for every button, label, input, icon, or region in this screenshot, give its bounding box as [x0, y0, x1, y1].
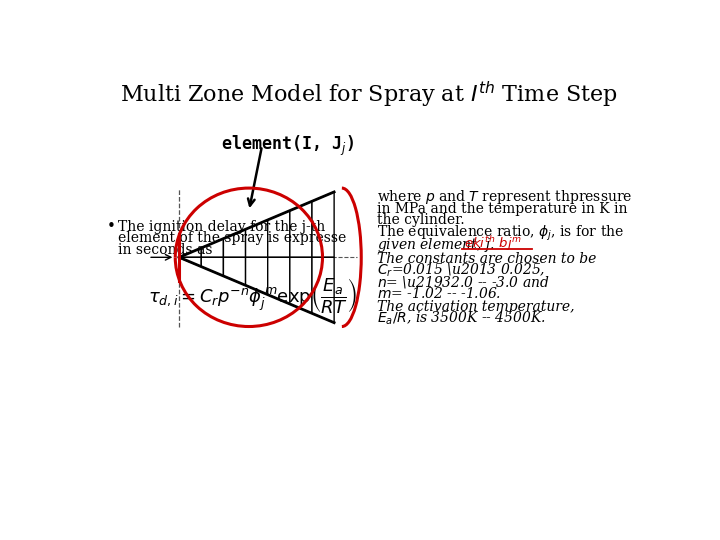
Polygon shape	[246, 257, 268, 295]
Polygon shape	[290, 257, 312, 313]
Text: The activation temperature,: The activation temperature,	[377, 300, 575, 314]
Polygon shape	[179, 248, 202, 257]
Text: element(I, J$_j$): element(I, J$_j$)	[221, 134, 354, 158]
Text: The ignition delay for the j-th: The ignition delay for the j-th	[118, 219, 325, 233]
Text: in seconds as: in seconds as	[118, 242, 212, 256]
Polygon shape	[290, 201, 312, 257]
Text: $n$= \u21932.0 -- -3.0 and: $n$= \u21932.0 -- -3.0 and	[377, 274, 549, 290]
Text: $eki^{th}\ bj^m$: $eki^{th}\ bj^m$	[464, 234, 522, 253]
Polygon shape	[268, 257, 290, 304]
Text: •: •	[107, 219, 116, 234]
Text: where $p$ and $T$ represent thpressure: where $p$ and $T$ represent thpressure	[377, 188, 632, 206]
Polygon shape	[202, 239, 223, 257]
Polygon shape	[312, 192, 334, 257]
Text: $\tau_{d,i} = C_r p^{-n} \phi_j^{\,m} \exp\!\left(\dfrac{E_a}{RT}\right)$: $\tau_{d,i} = C_r p^{-n} \phi_j^{\,m} \e…	[148, 276, 357, 315]
Polygon shape	[312, 257, 334, 323]
Polygon shape	[246, 220, 268, 257]
Polygon shape	[223, 257, 246, 285]
Text: given element, $j$.: given element, $j$.	[377, 236, 494, 254]
Polygon shape	[179, 257, 202, 267]
Text: element of the spray is expresse: element of the spray is expresse	[118, 231, 346, 245]
Text: $C_r$=0.015 \u2013 0.025,: $C_r$=0.015 \u2013 0.025,	[377, 262, 545, 279]
Text: The equivalence ratio, $\phi_j$, is for the: The equivalence ratio, $\phi_j$, is for …	[377, 224, 624, 243]
Text: the cylinder.: the cylinder.	[377, 213, 464, 227]
Text: in MPa and the temperature in K in: in MPa and the temperature in K in	[377, 202, 627, 216]
Polygon shape	[202, 257, 223, 276]
Polygon shape	[223, 230, 246, 257]
Text: $m$= -1.02 -- -1.06.: $m$= -1.02 -- -1.06.	[377, 286, 501, 301]
Text: $E_a/R$, is 3500K -- 4500K.: $E_a/R$, is 3500K -- 4500K.	[377, 309, 546, 327]
Text: The constants are chosen to be: The constants are chosen to be	[377, 252, 596, 266]
Text: Multi Zone Model for Spray at $I^{th}$ Time Step: Multi Zone Model for Spray at $I^{th}$ T…	[120, 80, 618, 110]
Polygon shape	[268, 211, 290, 257]
